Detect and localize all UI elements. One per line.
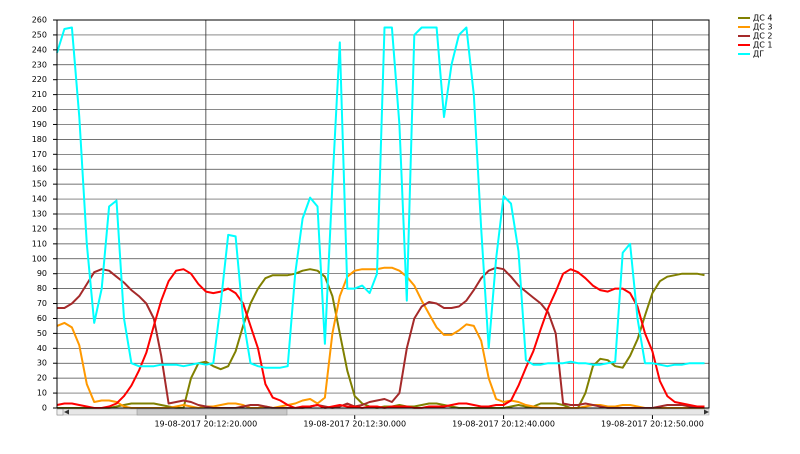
series-line	[57, 266, 705, 409]
y-tick-label: 230	[32, 60, 47, 69]
legend-label: ДС 1	[753, 41, 772, 50]
y-tick-label: 80	[37, 284, 47, 293]
y-tick-label: 260	[32, 16, 47, 25]
y-tick-label: 110	[32, 239, 47, 248]
y-tick-label: 240	[32, 45, 47, 54]
legend-label: ДС 3	[753, 23, 772, 32]
plot-lines	[56, 26, 705, 409]
legend-label: ДС 2	[753, 32, 772, 41]
y-tick-label: 160	[32, 165, 47, 174]
scrollbar[interactable]	[56, 408, 710, 416]
y-tick-label: 220	[32, 75, 47, 84]
y-tick-label: 180	[32, 135, 47, 144]
y-tick-label: 90	[37, 269, 47, 278]
y-tick-label: 10	[37, 389, 47, 398]
series-line	[56, 26, 705, 369]
y-tick-label: 210	[32, 90, 47, 99]
y-tick-label: 0	[42, 404, 47, 413]
zoom-button[interactable]	[56, 408, 64, 416]
y-tick-label: 200	[32, 105, 47, 114]
y-tick-label: 250	[32, 30, 47, 39]
y-tick-label: 40	[37, 344, 47, 353]
legend-label: ДГ	[753, 50, 764, 59]
scroll-right[interactable]	[704, 409, 709, 415]
y-tick-label: 170	[32, 150, 47, 159]
x-tick-label: 19-08-2017 20:12:30.000	[303, 420, 406, 429]
y-tick-label: 100	[32, 254, 47, 263]
y-tick-label: 140	[32, 195, 47, 204]
scroll-thumb[interactable]	[136, 408, 288, 416]
x-tick-label: 19-08-2017 20:12:50.000	[601, 420, 704, 429]
y-tick-label: 50	[37, 329, 47, 338]
y-tick-label: 190	[32, 120, 47, 129]
x-tick-label: 19-08-2017 20:12:20.000	[154, 420, 257, 429]
legend: ДС 4ДС 3ДС 2ДС 1ДГ	[738, 14, 772, 59]
x-tick-label: 19-08-2017 20:12:40.000	[452, 420, 555, 429]
y-tick-label: 150	[32, 180, 47, 189]
y-tick-label: 120	[32, 224, 47, 233]
series-line	[56, 268, 705, 409]
y-tick-label: 130	[32, 210, 47, 219]
y-tick-label: 60	[37, 314, 47, 323]
plot-frame	[56, 19, 710, 409]
y-tick-label: 70	[37, 299, 47, 308]
y-tick-label: 30	[37, 359, 47, 368]
legend-label: ДС 4	[753, 14, 772, 23]
y-tick-label: 20	[37, 374, 47, 383]
scroll-left[interactable]	[64, 409, 69, 415]
